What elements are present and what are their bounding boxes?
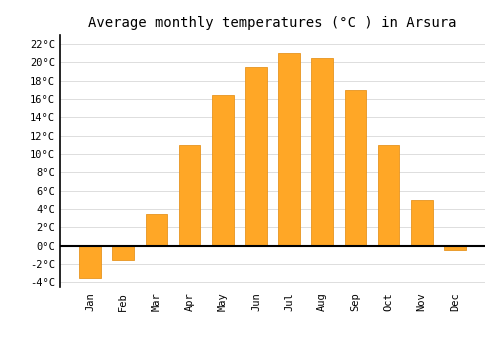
Bar	[212, 94, 234, 246]
Bar	[378, 145, 400, 246]
Bar	[245, 67, 266, 246]
Bar	[411, 200, 432, 246]
Bar	[112, 246, 134, 259]
Bar	[179, 145, 201, 246]
Bar	[80, 246, 101, 278]
Title: Average monthly temperatures (°C ) in Arsura: Average monthly temperatures (°C ) in Ar…	[88, 16, 457, 30]
Bar	[312, 58, 333, 246]
Bar	[444, 246, 466, 250]
Bar	[146, 214, 167, 246]
Bar	[344, 90, 366, 246]
Bar	[278, 53, 300, 246]
